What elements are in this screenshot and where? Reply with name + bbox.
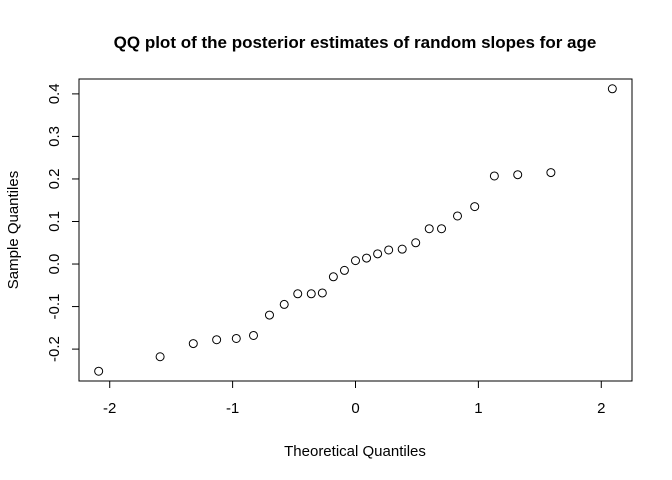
data-point bbox=[546, 168, 556, 178]
y-axis-label: Sample Quantiles bbox=[5, 171, 22, 289]
data-point bbox=[279, 299, 289, 309]
x-axis-label: Theoretical Quantiles bbox=[284, 443, 426, 460]
chart-title: QQ plot of the posterior estimates of ra… bbox=[114, 33, 597, 52]
y-tick-label: -0.1 bbox=[46, 294, 63, 320]
data-point bbox=[452, 211, 462, 221]
y-axis: -0.2 -0.1 0.0 0.1 0.2 0.3 0.4 bbox=[46, 83, 79, 362]
data-point bbox=[513, 170, 523, 180]
x-tick-label: 0 bbox=[351, 400, 359, 417]
data-point bbox=[384, 245, 394, 255]
x-tick-label: -2 bbox=[103, 400, 116, 417]
data-point bbox=[470, 202, 480, 212]
data-point bbox=[293, 289, 303, 299]
data-point bbox=[264, 310, 274, 320]
y-tick-label: 0.2 bbox=[46, 169, 63, 190]
y-tick-label: 0.4 bbox=[46, 83, 63, 104]
y-tick-label: -0.2 bbox=[46, 336, 63, 362]
data-point bbox=[249, 330, 259, 340]
data-point bbox=[373, 249, 383, 259]
data-point bbox=[328, 272, 338, 282]
data-point bbox=[424, 224, 434, 234]
data-point bbox=[94, 366, 104, 376]
data-point bbox=[306, 289, 316, 299]
data-point bbox=[397, 244, 407, 254]
data-point bbox=[155, 352, 165, 362]
x-tick-label: -1 bbox=[226, 400, 239, 417]
data-point bbox=[607, 84, 617, 94]
data-point bbox=[212, 335, 222, 345]
data-point bbox=[437, 224, 447, 234]
data-points bbox=[94, 84, 617, 376]
data-point bbox=[411, 238, 421, 248]
plot-frame bbox=[78, 78, 633, 382]
y-tick-label: 0.3 bbox=[46, 126, 63, 147]
x-tick-label: 1 bbox=[474, 400, 482, 417]
data-point bbox=[317, 288, 327, 298]
data-point bbox=[188, 339, 198, 349]
data-point bbox=[362, 253, 372, 263]
y-tick-label: 0.1 bbox=[46, 211, 63, 232]
data-point bbox=[351, 256, 360, 266]
x-axis: -2 -1 0 1 2 bbox=[103, 381, 605, 417]
data-point bbox=[489, 171, 499, 181]
data-point bbox=[231, 333, 241, 343]
x-tick-label: 2 bbox=[597, 400, 605, 417]
y-tick-label: 0.0 bbox=[46, 254, 63, 275]
data-point bbox=[339, 265, 349, 275]
